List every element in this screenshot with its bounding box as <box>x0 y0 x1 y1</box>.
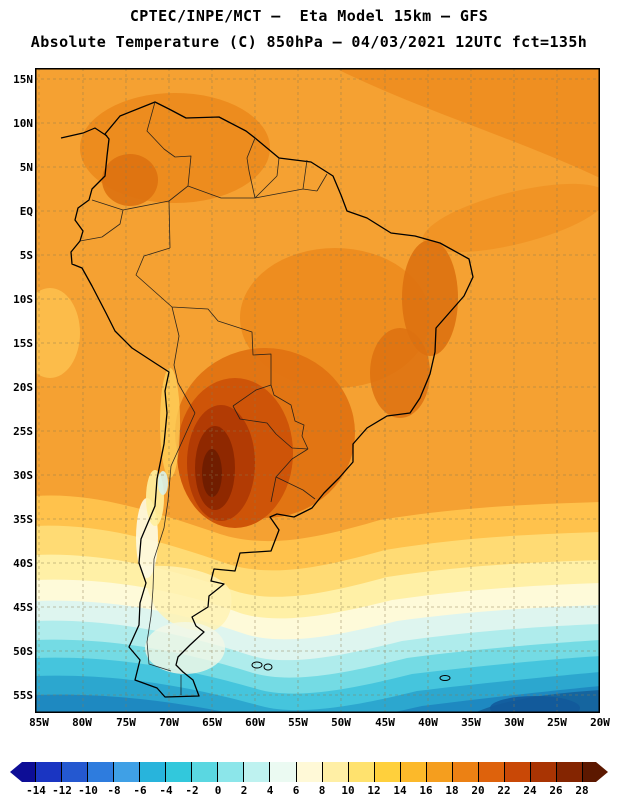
colorbar-cell <box>218 762 244 782</box>
colorbar-cell <box>114 762 140 782</box>
colorbar-tick-label: 8 <box>318 784 326 797</box>
title-line-1: CPTEC/INPE/MCT — Eta Model 15km — GFS <box>129 7 489 25</box>
lat-label: 15S <box>13 337 33 350</box>
lon-label: 60W <box>245 716 265 729</box>
lat-label: 20S <box>13 381 33 394</box>
temperature-field-svg <box>35 68 600 713</box>
country-borders <box>79 101 328 695</box>
map-frame <box>35 68 600 713</box>
lat-label: 10S <box>13 293 33 306</box>
colorbar-cell <box>479 762 505 782</box>
grid-lines <box>35 68 600 713</box>
colorbar-cell <box>323 762 349 782</box>
lon-label: 40W <box>418 716 438 729</box>
colorbar-tick-label: 24 <box>523 784 537 797</box>
colorbar-cell <box>427 762 453 782</box>
colorbar-tick-label: -10 <box>78 784 98 797</box>
colorbar-cell <box>244 762 270 782</box>
colorbar-cell <box>270 762 296 782</box>
colorbar-cell <box>192 762 218 782</box>
lon-label: 55W <box>288 716 308 729</box>
colorbar-cell <box>36 762 62 782</box>
lon-label: 80W <box>72 716 92 729</box>
colorbar-tick-labels: -14 -12 -10 -8 -6 -4 -2 0 2 4 6 8 10 12 … <box>10 784 608 798</box>
lon-label: 35W <box>461 716 481 729</box>
colorbar-tick-label: -8 <box>107 784 121 797</box>
colorbar-cell <box>401 762 427 782</box>
lon-label: 65W <box>202 716 222 729</box>
colorbar-cell <box>557 762 583 782</box>
colorbar-cell <box>62 762 88 782</box>
lat-label: 10N <box>13 117 33 130</box>
lon-label: 75W <box>116 716 136 729</box>
colorbar-cell <box>88 762 114 782</box>
lat-label: 5S <box>19 249 33 262</box>
map-canvas <box>35 68 600 713</box>
colorbar-cell <box>297 762 323 782</box>
lat-label: 45S <box>13 601 33 614</box>
lat-label: 35S <box>13 513 33 526</box>
colorbar-tick-label: 28 <box>575 784 589 797</box>
colorbar-tick-label: 22 <box>497 784 511 797</box>
colorbar-cell <box>531 762 557 782</box>
title-line-2: Absolute Temperature (C) 850hPa — 04/03/… <box>30 33 588 51</box>
colorbar-tick-label: -6 <box>133 784 147 797</box>
colorbar-tick-label: 2 <box>240 784 248 797</box>
lat-label: 55S <box>13 689 33 702</box>
colorbar-tick-label: -14 <box>26 784 46 797</box>
lon-label: 25W <box>547 716 567 729</box>
temperature-colorbar <box>10 762 608 782</box>
colorbar-cell <box>349 762 375 782</box>
lat-label: 15N <box>13 73 33 86</box>
lat-label: 40S <box>13 557 33 570</box>
colorbar-tick-label: 12 <box>367 784 381 797</box>
colorbar-tick-label: 18 <box>445 784 459 797</box>
colorbar-tick-label: 6 <box>292 784 300 797</box>
colorbar-cell <box>166 762 192 782</box>
colorbar-tick-label: 4 <box>266 784 274 797</box>
temperature-field <box>35 68 600 713</box>
colorbar-tick-label: -12 <box>52 784 72 797</box>
lon-label: 20W <box>590 716 610 729</box>
lat-label: EQ <box>19 205 33 218</box>
colorbar-tick-label: -4 <box>159 784 173 797</box>
colorbar-cell <box>10 762 36 782</box>
colorbar-tick-label: 0 <box>214 784 222 797</box>
colorbar-tick-label: 14 <box>393 784 407 797</box>
lon-label: 85W <box>29 716 49 729</box>
colorbar-cell <box>140 762 166 782</box>
lat-label: 5N <box>19 161 33 174</box>
lon-label: 50W <box>331 716 351 729</box>
colorbar-cell <box>453 762 479 782</box>
lat-label: 50S <box>13 645 33 658</box>
colorbar-cell <box>505 762 531 782</box>
colorbar-tick-label: -2 <box>185 784 199 797</box>
coastline <box>60 101 474 698</box>
colorbar-cell <box>375 762 401 782</box>
colorbar-tick-label: 26 <box>549 784 563 797</box>
colorbar-tick-label: 16 <box>419 784 433 797</box>
colorbar-cell <box>583 762 608 782</box>
lat-label: 30S <box>13 469 33 482</box>
lon-label: 30W <box>504 716 524 729</box>
colorbar-tick-label: 10 <box>341 784 355 797</box>
lon-label: 45W <box>375 716 395 729</box>
lon-label: 70W <box>159 716 179 729</box>
lat-label: 25S <box>13 425 33 438</box>
colorbar-tick-label: 20 <box>471 784 485 797</box>
